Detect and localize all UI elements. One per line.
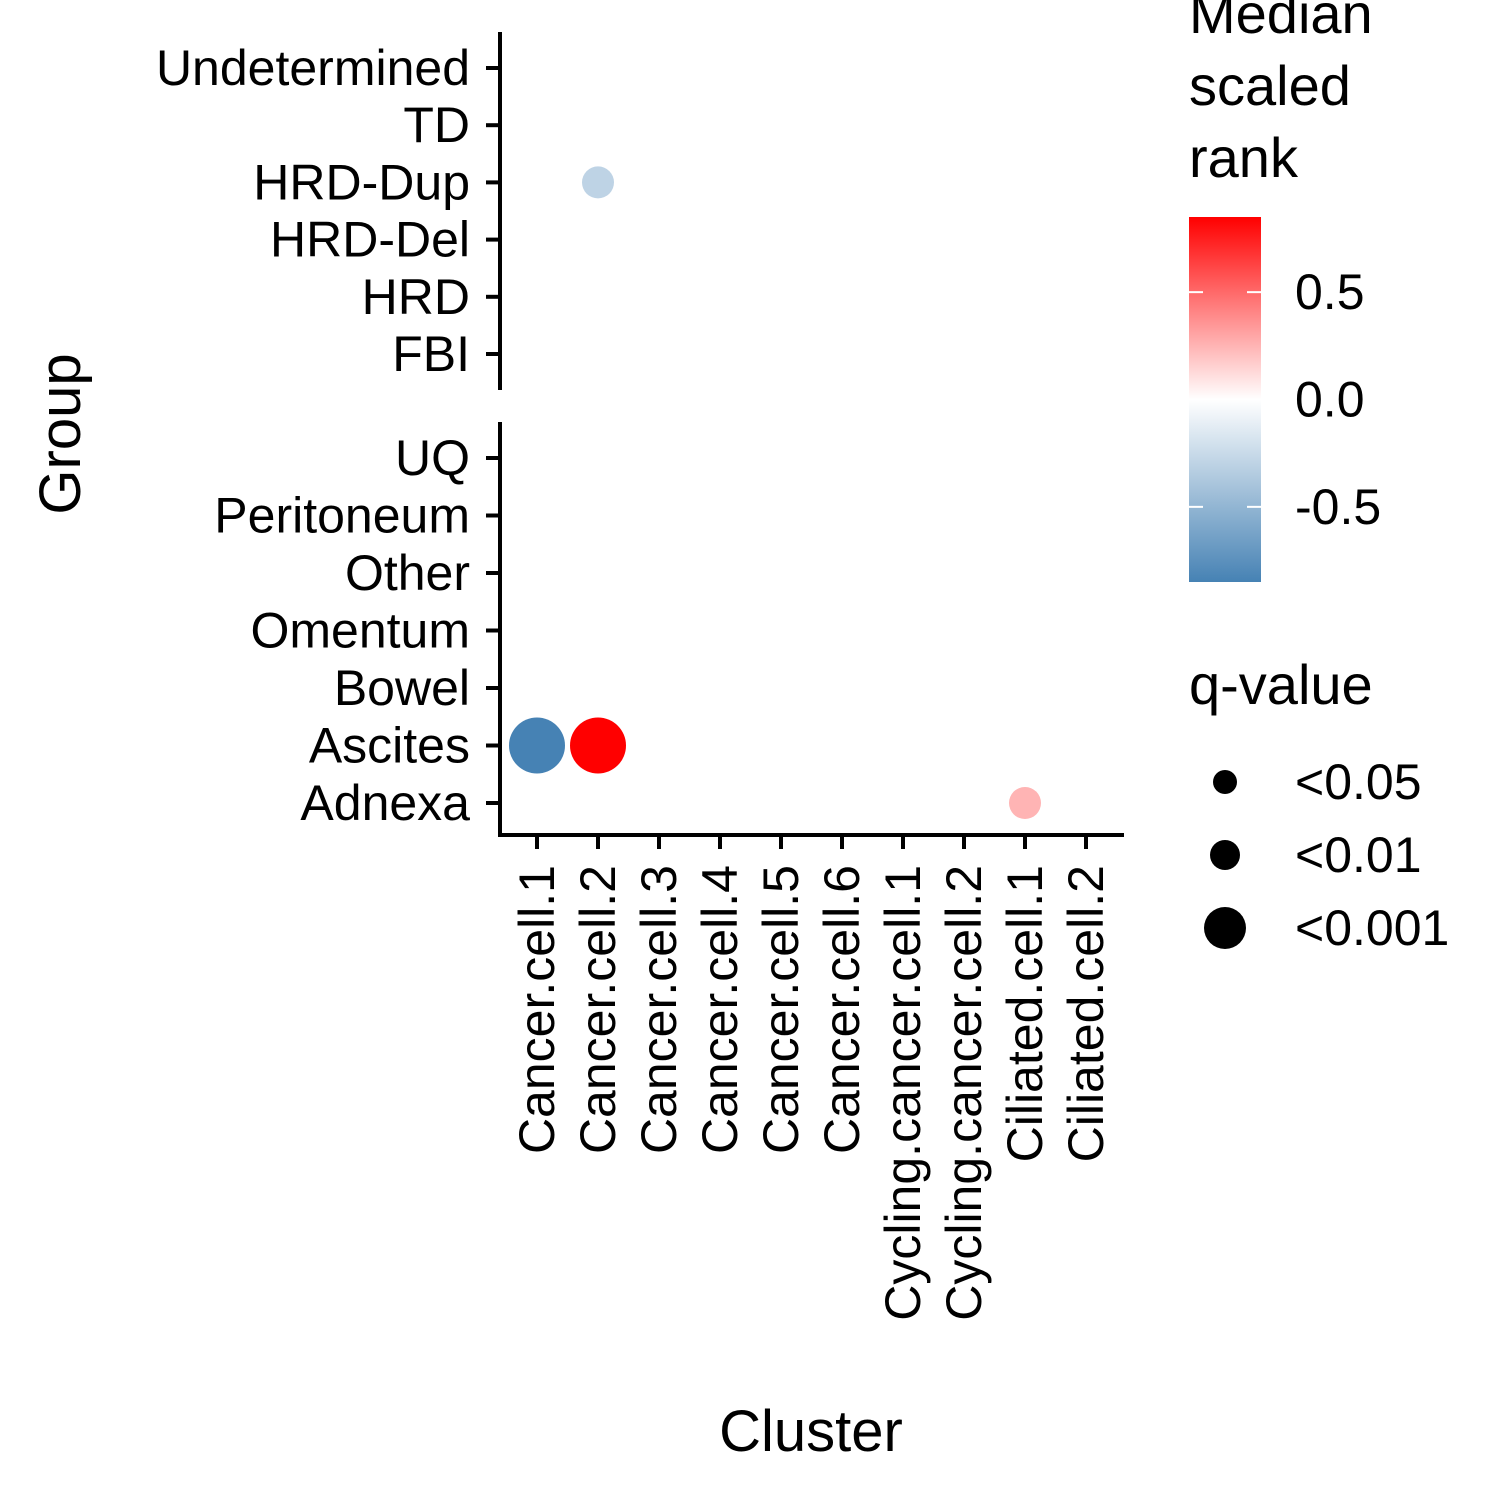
point-cancer-cell-2-ascites [570,717,626,774]
y-tick-label-uq: UQ [395,430,470,486]
y-tick-label-peritoneum: Peritoneum [214,488,470,544]
x-tick-label-ciliated-cell-2: Ciliated.cell.2 [1058,865,1114,1162]
y-tick-label-hrd-dup: HRD-Dup [253,154,470,210]
size-legend: q-value <0.05 <0.01 <0.001 [1189,653,1449,956]
size-legend-label-0-001: <0.001 [1295,900,1449,956]
y-axis-title: Group [28,353,93,514]
x-tick-label-cancer-cell-1: Cancer.cell.1 [509,865,565,1154]
x-tick-label-cycling-cancer-cell-1: Cycling.cancer.cell.1 [875,865,931,1321]
point-cancer-cell-2-hrd-dup [582,166,614,199]
y-tick-label-omentum: Omentum [250,603,470,659]
y-tick-label-hrd-del: HRD-Del [270,212,470,268]
size-legend-title: q-value [1189,653,1373,716]
size-legend-dot-0-001 [1204,907,1246,949]
size-legend-label-0-01: <0.01 [1295,827,1422,883]
y-tick-label-undetermined: Undetermined [156,40,470,96]
x-tick-label-cancer-cell-4: Cancer.cell.4 [692,865,748,1154]
x-axis-title: Cluster [719,1399,903,1464]
y-tick-label-td: TD [403,97,470,153]
colorbar-tick-label-0-5: -0.5 [1295,479,1381,535]
size-legend-entries: <0.05 <0.01 <0.001 [1204,754,1449,956]
size-legend-label-0-05: <0.05 [1295,754,1422,810]
x-tick-label-cycling-cancer-cell-2: Cycling.cancer.cell.2 [936,865,992,1321]
color-legend: Median scaled rank 0.5 0.0 -0.5 [1189,0,1381,582]
size-legend-dot-0-05 [1213,770,1237,794]
x-tick-label-cancer-cell-6: Cancer.cell.6 [814,865,870,1154]
size-legend-dot-0-01 [1210,840,1240,870]
y-tick-label-adnexa: Adnexa [300,775,470,831]
point-cancer-cell-1-ascites [509,717,565,774]
y-tick-label-other: Other [345,545,470,601]
y-tick-label-ascites: Ascites [309,718,470,774]
color-legend-title-line-1: Median [1189,0,1373,45]
y-tick-label-fbi: FBI [392,326,470,382]
color-legend-title-line-3: rank [1189,126,1299,189]
x-tick-label-cancer-cell-3: Cancer.cell.3 [631,865,687,1154]
colorbar-tick-label-0-0: 0.0 [1295,372,1365,428]
y-tick-label-bowel: Bowel [334,660,470,716]
colorbar-tick-label-0-5: 0.5 [1295,264,1365,320]
x-tick-label-ciliated-cell-1: Ciliated.cell.1 [997,865,1053,1162]
color-legend-title-line-2: scaled [1189,54,1351,117]
y-tick-label-hrd: HRD [362,269,470,325]
colorbar-ticks: 0.5 0.0 -0.5 [1189,264,1381,535]
x-tick-label-cancer-cell-2: Cancer.cell.2 [570,865,626,1154]
x-tick-label-cancer-cell-5: Cancer.cell.5 [753,865,809,1154]
points-layer [509,166,1041,819]
point-ciliated-cell-1-adnexa [1009,787,1041,819]
x-ticks-layer: Cancer.cell.1 Cancer.cell.2 Cancer.cell.3 C… [509,835,1114,1321]
